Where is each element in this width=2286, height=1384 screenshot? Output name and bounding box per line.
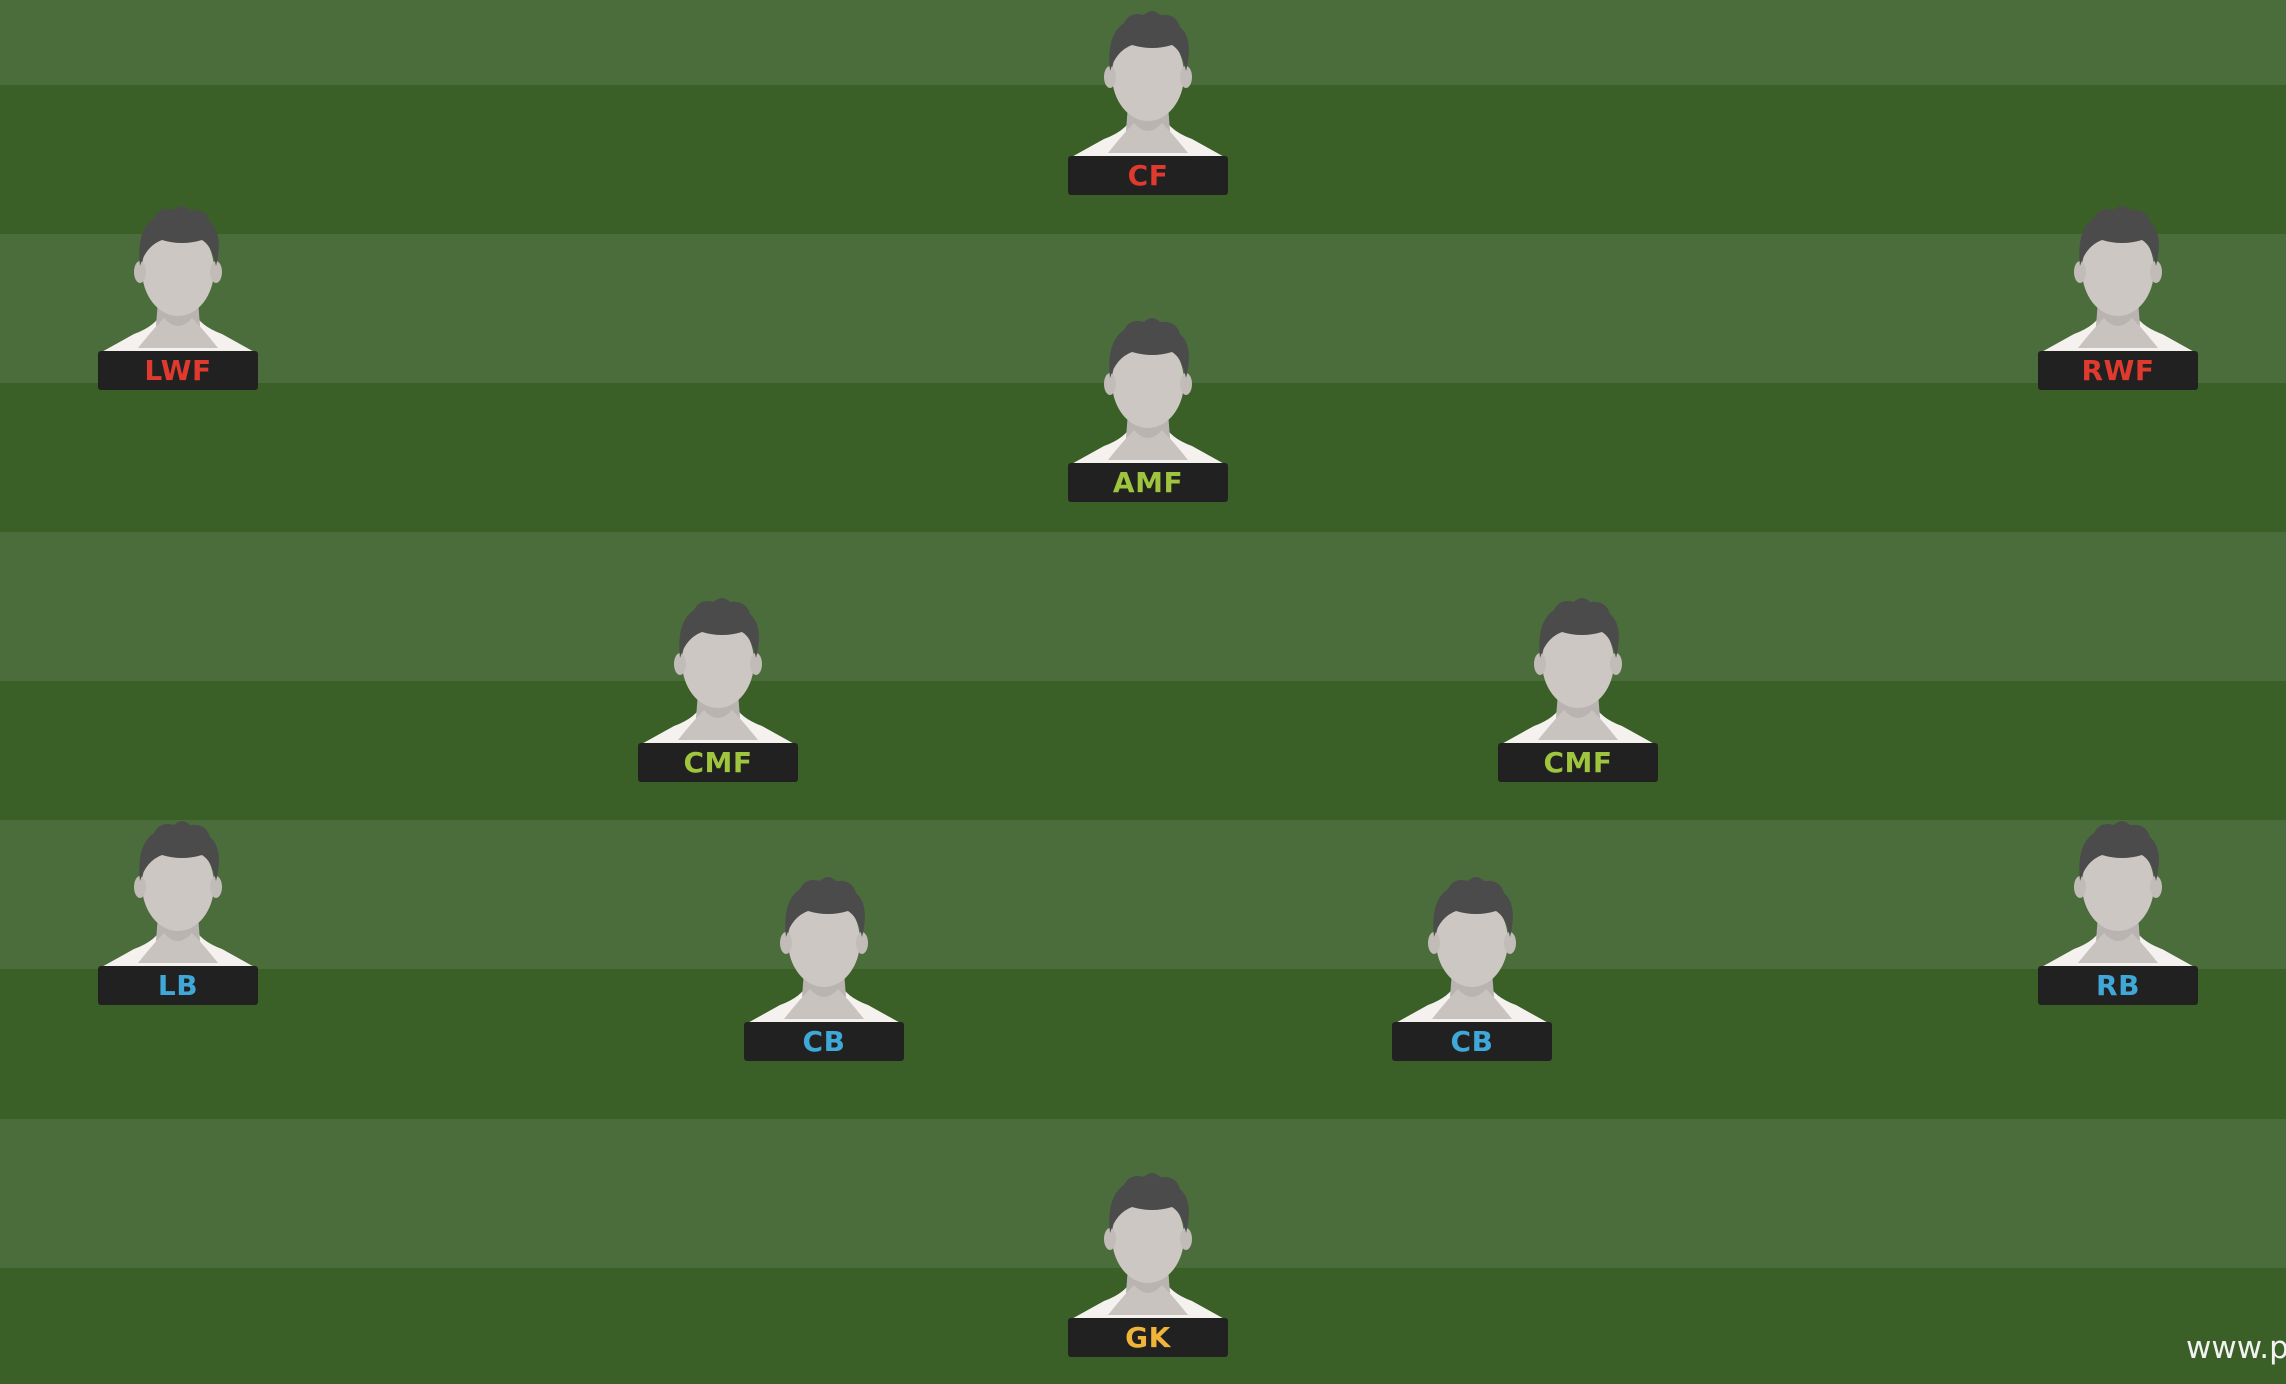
position-label: AMF	[1068, 463, 1228, 502]
pitch-stripe	[0, 681, 2286, 830]
player-silhouette-icon	[1498, 592, 1658, 746]
player-lwf[interactable]: LWF	[98, 200, 258, 390]
player-silhouette-icon	[98, 815, 258, 969]
position-label: GK	[1068, 1318, 1228, 1357]
player-lb[interactable]: LB	[98, 815, 258, 1005]
player-silhouette-icon	[98, 200, 258, 354]
player-silhouette-icon	[2038, 200, 2198, 354]
pitch-stripe	[0, 532, 2286, 681]
watermark-text: www.p	[2186, 1330, 2286, 1366]
position-label: LB	[98, 966, 258, 1005]
player-silhouette-icon	[2038, 815, 2198, 969]
player-silhouette-icon	[1068, 312, 1228, 466]
position-label: CMF	[638, 743, 798, 782]
position-label: LWF	[98, 351, 258, 390]
position-label: CF	[1068, 156, 1228, 195]
position-label: CMF	[1498, 743, 1658, 782]
player-silhouette-icon	[1068, 1167, 1228, 1321]
position-label: RWF	[2038, 351, 2198, 390]
position-label: RB	[2038, 966, 2198, 1005]
position-label: CB	[744, 1022, 904, 1061]
pitch-stripe	[0, 969, 2286, 1118]
player-cb-left[interactable]: CB	[744, 871, 904, 1061]
player-cmf-right[interactable]: CMF	[1498, 592, 1658, 782]
player-gk[interactable]: GK	[1068, 1167, 1228, 1357]
player-rwf[interactable]: RWF	[2038, 200, 2198, 390]
player-cmf-left[interactable]: CMF	[638, 592, 798, 782]
player-rb[interactable]: RB	[2038, 815, 2198, 1005]
player-silhouette-icon	[638, 592, 798, 746]
player-amf[interactable]: AMF	[1068, 312, 1228, 502]
pitch-stripe	[0, 820, 2286, 969]
position-label: CB	[1392, 1022, 1552, 1061]
player-silhouette-icon	[1392, 871, 1552, 1025]
player-cf[interactable]: CF	[1068, 5, 1228, 195]
player-silhouette-icon	[1068, 5, 1228, 159]
player-silhouette-icon	[744, 871, 904, 1025]
player-cb-right[interactable]: CB	[1392, 871, 1552, 1061]
